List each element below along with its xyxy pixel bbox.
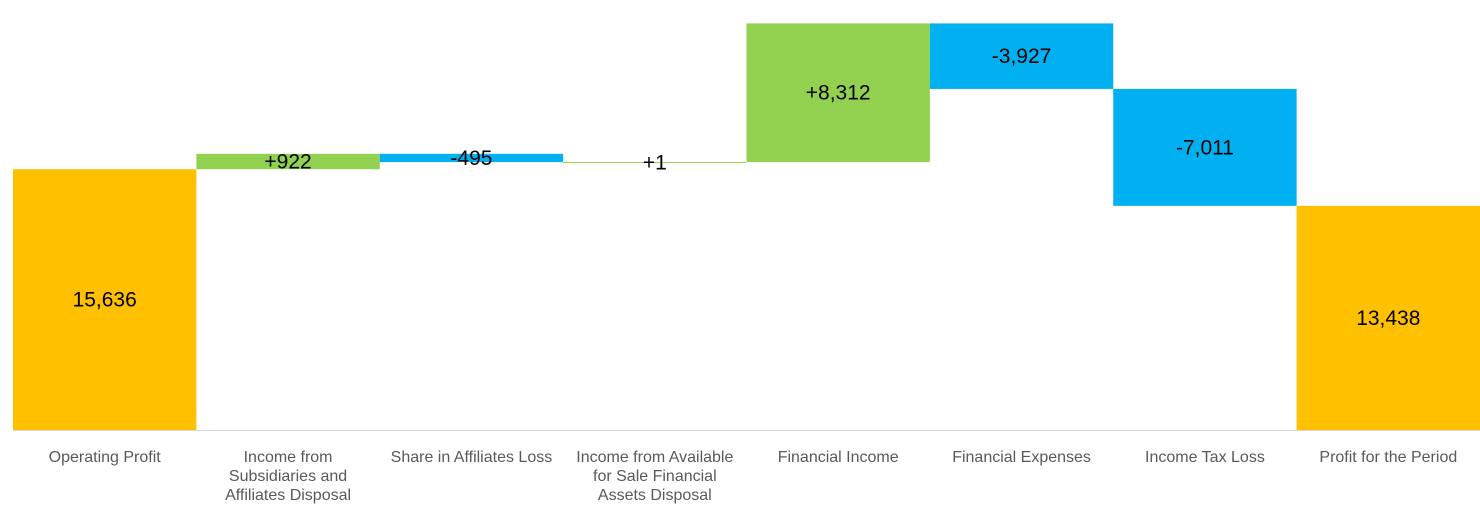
- category-label-3: Income from Available for Sale Financial A…: [576, 449, 733, 504]
- bar-1: [196, 153, 380, 170]
- bar-4: [746, 23, 930, 163]
- bar-3: [563, 162, 747, 164]
- category-label-2: Share in Affiliates Loss: [391, 449, 553, 466]
- data-label-6: -7,011: [1176, 136, 1234, 159]
- category-label-5: Financial Expenses: [952, 449, 1091, 466]
- bar-0: [13, 169, 197, 430]
- bar-2: [379, 153, 564, 163]
- data-label-7: 13,438: [1356, 307, 1420, 330]
- bar-7: [1296, 205, 1480, 430]
- data-label-1: +922: [264, 151, 311, 174]
- bar-6: [1113, 88, 1297, 206]
- data-label-4: +8,312: [806, 82, 871, 105]
- data-label-3: +1: [643, 152, 667, 175]
- category-label-0: Operating Profit: [49, 449, 162, 466]
- data-label-2: -495: [450, 147, 492, 170]
- category-label-1: Income from Subsidiaries and Affiliates Di…: [225, 449, 351, 504]
- category-label-6: Income Tax Loss: [1145, 449, 1265, 466]
- category-label-4: Financial Income: [778, 449, 899, 466]
- data-label-0: 15,636: [73, 289, 137, 312]
- data-label-5: -3,927: [992, 45, 1052, 68]
- category-label-7: Profit for the Period: [1319, 449, 1457, 466]
- bar-5: [929, 23, 1114, 89]
